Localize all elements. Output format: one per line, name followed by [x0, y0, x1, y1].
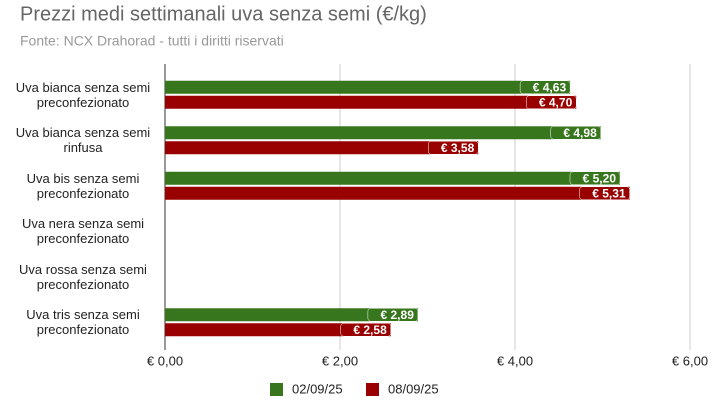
- value-label-box: [519, 80, 571, 94]
- x-tick-label: € 2,00: [322, 353, 358, 368]
- chart-title: Prezzi medi settimanali uva senza semi (…: [20, 3, 427, 25]
- bar: [165, 141, 479, 155]
- legend-label: 08/09/25: [388, 381, 439, 396]
- value-label: € 5,31: [592, 186, 626, 200]
- chart-subtitle: Fonte: NCX Drahorad - tutti i diritti ri…: [20, 33, 284, 49]
- value-label: € 2,58: [353, 323, 387, 337]
- category-label: Uva tris senza semi preconfezionato: [26, 307, 140, 338]
- bar: [165, 80, 571, 94]
- category-label: Uva nera senza semi preconfezionato: [21, 216, 145, 247]
- category-label: Uva rossa senza semi preconfezionato: [19, 261, 147, 292]
- value-label: € 3,58: [441, 141, 475, 155]
- value-label-box: [428, 141, 479, 155]
- value-label: € 2,89: [381, 308, 415, 322]
- value-label: € 5,20: [583, 171, 617, 185]
- category-label: Uva bianca senza semi preconfezionato: [15, 79, 151, 110]
- value-label-box: [526, 95, 577, 109]
- value-label-box: [367, 308, 419, 322]
- value-label-box: [340, 323, 391, 337]
- value-label: € 4,98: [563, 126, 597, 140]
- x-tick-label: € 0,00: [147, 353, 183, 368]
- category-label: Uva bianca senza semi rinfusa: [15, 125, 151, 156]
- bar: [165, 126, 601, 140]
- legend-swatch: [366, 383, 379, 396]
- value-label-box: [550, 126, 601, 140]
- bar: [165, 186, 630, 200]
- value-label-box: [579, 186, 630, 200]
- value-label: € 4,63: [533, 80, 567, 94]
- category-label: Uva bis senza semi preconfezionato: [26, 170, 140, 201]
- bar: [165, 308, 418, 322]
- bar: [165, 171, 620, 185]
- value-label: € 4,70: [539, 95, 573, 109]
- bar: [165, 323, 391, 337]
- value-label-box: [569, 171, 621, 185]
- legend-label: 02/09/25: [292, 381, 343, 396]
- x-tick-label: € 4,00: [497, 353, 533, 368]
- bar: [165, 95, 577, 109]
- legend-swatch: [270, 383, 283, 396]
- x-tick-label: € 6,00: [672, 353, 708, 368]
